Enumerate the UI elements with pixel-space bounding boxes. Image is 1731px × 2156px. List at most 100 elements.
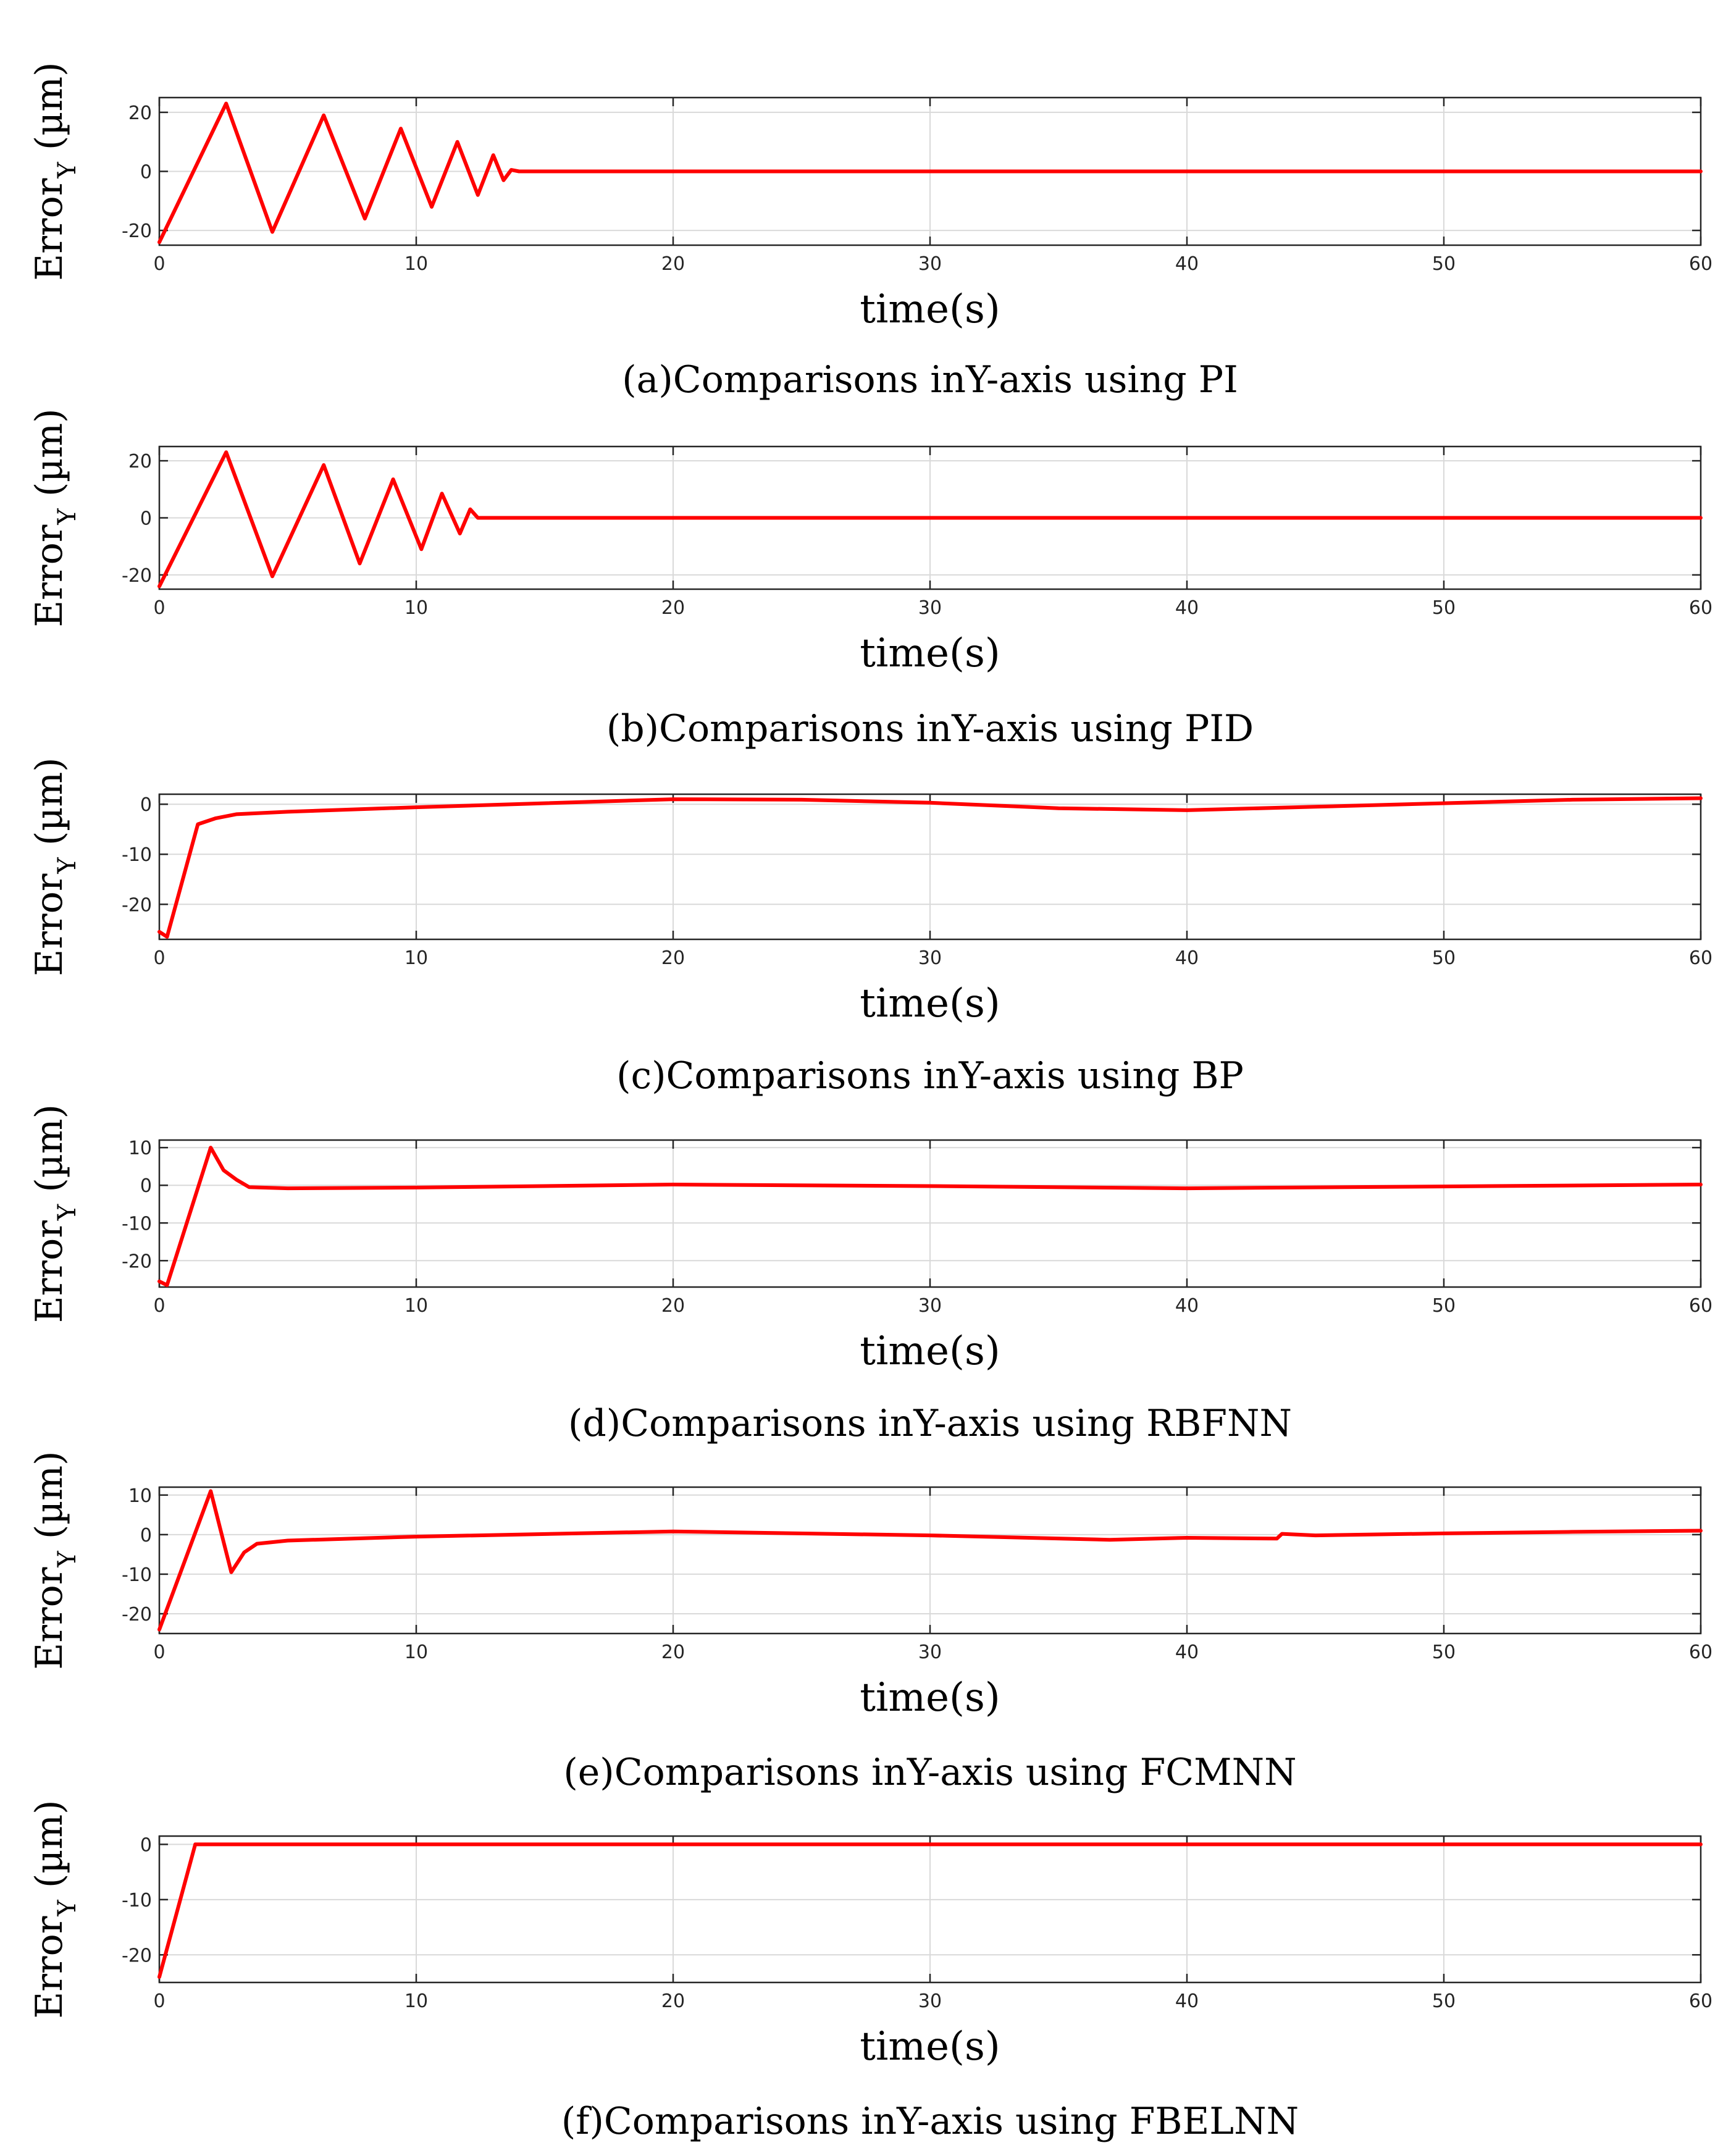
- chart-caption: (c)Comparisons inY-axis using BP: [616, 1054, 1244, 1097]
- x-tick-label: 20: [661, 1990, 685, 2012]
- x-tick-label: 60: [1689, 1642, 1712, 1663]
- x-tick-label: 30: [918, 947, 942, 969]
- series-line-error-y: [157, 1489, 1703, 1632]
- chart-caption: (f)Comparisons inY-axis using FBELNN: [561, 2100, 1299, 2143]
- y-axis-label-subscript: Y: [53, 1900, 82, 1917]
- y-axis-label: ErrorY (µm): [28, 408, 82, 627]
- series-line-error-y: [157, 101, 1703, 245]
- y-tick-label: 0: [140, 508, 152, 530]
- y-tick-label: -20: [122, 1945, 152, 1966]
- y-axis-label: ErrorY (µm): [28, 1800, 82, 2018]
- x-axis-label: time(s): [860, 1675, 1000, 1721]
- y-tick-label: -20: [122, 894, 152, 916]
- x-axis-label: time(s): [860, 2024, 1000, 2070]
- series-line-error-y: [157, 1842, 1703, 1979]
- x-tick-label: 60: [1689, 1990, 1712, 2012]
- y-tick-label: -10: [122, 1890, 152, 1911]
- x-tick-label: 20: [661, 1295, 685, 1317]
- x-tick-label: 30: [918, 1990, 942, 2012]
- x-axis-label: time(s): [860, 981, 1000, 1026]
- y-tick-label: -20: [122, 220, 152, 242]
- y-tick-label: -20: [122, 565, 152, 587]
- x-tick-label: 20: [661, 1642, 685, 1663]
- x-tick-label: 30: [918, 1642, 942, 1663]
- y-axis-label-unit: (µm): [28, 1800, 71, 1900]
- y-tick-label: 0: [140, 794, 152, 816]
- y-axis-label-subscript: Y: [53, 508, 82, 526]
- y-tick-label: 20: [128, 451, 152, 472]
- y-axis-label-main: Error: [28, 524, 71, 627]
- x-axis-label: time(s): [860, 1328, 1000, 1374]
- x-tick-label: 10: [404, 1990, 428, 2012]
- y-tick-label: -10: [122, 844, 152, 866]
- series-line-error-y: [157, 450, 1703, 589]
- y-axis-label-main: Error: [28, 1567, 71, 1669]
- x-tick-label: 30: [918, 1295, 942, 1317]
- y-axis-label-main: Error: [28, 178, 71, 280]
- y-axis-label: ErrorY (µm): [28, 757, 82, 976]
- y-axis-label-subscript: Y: [53, 857, 82, 875]
- chart-caption: (a)Comparisons inY-axis using PI: [622, 358, 1238, 401]
- y-tick-label: 20: [128, 103, 152, 124]
- y-axis-label-subscript: Y: [53, 162, 82, 179]
- x-tick-label: 60: [1689, 253, 1712, 275]
- x-tick-label: 10: [404, 947, 428, 969]
- x-tick-label: 30: [918, 253, 942, 275]
- x-tick-label: 40: [1175, 1642, 1199, 1663]
- y-axis-label: ErrorY (µm): [28, 1451, 82, 1669]
- x-tick-label: 50: [1432, 1295, 1456, 1317]
- x-axis-label: time(s): [860, 287, 1000, 332]
- y-axis-label-unit: (µm): [28, 408, 71, 508]
- chart-caption: (d)Comparisons inY-axis using RBFNN: [568, 1402, 1292, 1445]
- x-tick-label: 40: [1175, 947, 1199, 969]
- x-tick-label: 10: [404, 597, 428, 619]
- y-tick-label: 0: [140, 162, 152, 183]
- y-axis-label-unit: (µm): [28, 1451, 71, 1551]
- x-tick-label: 40: [1175, 597, 1199, 619]
- x-tick-label: 20: [661, 253, 685, 275]
- chart-caption: (e)Comparisons inY-axis using FCMNN: [563, 1751, 1296, 1794]
- x-tick-label: 20: [661, 947, 685, 969]
- x-tick-label: 50: [1432, 1642, 1456, 1663]
- y-axis-label-main: Error: [28, 1916, 71, 2018]
- y-tick-label: 0: [140, 1525, 152, 1546]
- x-tick-label: 0: [153, 253, 165, 275]
- x-axis-label: time(s): [860, 631, 1000, 676]
- y-tick-label: -10: [122, 1564, 152, 1586]
- y-axis-label-subscript: Y: [53, 1551, 82, 1568]
- x-tick-label: 50: [1432, 947, 1456, 969]
- y-tick-label: 10: [128, 1138, 152, 1159]
- x-tick-label: 10: [404, 1642, 428, 1663]
- y-axis-label-unit: (µm): [28, 1104, 71, 1204]
- x-tick-label: 50: [1432, 253, 1456, 275]
- x-tick-label: 10: [404, 253, 428, 275]
- y-axis-label-subscript: Y: [53, 1204, 82, 1221]
- x-tick-label: 0: [153, 597, 165, 619]
- series-line-error-y: [157, 796, 1703, 939]
- x-tick-label: 30: [918, 597, 942, 619]
- x-tick-label: 60: [1689, 947, 1712, 969]
- y-axis-label: ErrorY (µm): [28, 62, 82, 280]
- chart-e: 0 10 20 30 40 50 60 -20 -10 0 10 ErrorY (µm) time(s)…: [28, 1451, 1712, 1794]
- x-tick-label: 50: [1432, 597, 1456, 619]
- x-tick-label: 40: [1175, 253, 1199, 275]
- x-tick-label: 50: [1432, 1990, 1456, 2012]
- y-tick-label: 0: [140, 1175, 152, 1197]
- x-tick-label: 20: [661, 597, 685, 619]
- y-axis-label-main: Error: [28, 1220, 71, 1323]
- y-axis-label-unit: (µm): [28, 62, 71, 162]
- y-tick-label: -20: [122, 1604, 152, 1625]
- x-tick-label: 60: [1689, 597, 1712, 619]
- y-axis-label-unit: (µm): [28, 757, 71, 857]
- x-tick-label: 0: [153, 947, 165, 969]
- chart-d: 0 10 20 30 40 50 60 -20 -10 0 10 ErrorY (µm) time(s)…: [28, 1104, 1712, 1445]
- chart-f: 0 10 20 30 40 50 60 -20 -10 0 ErrorY (µm) time(s) (f…: [28, 1800, 1712, 2143]
- chart-c: 0 10 20 30 40 50 60 -20 -10 0 ErrorY (µm) time(s) (c…: [28, 757, 1712, 1097]
- x-tick-label: 40: [1175, 1990, 1199, 2012]
- y-tick-label: -20: [122, 1251, 152, 1272]
- y-tick-label: 10: [128, 1485, 152, 1507]
- x-tick-label: 40: [1175, 1295, 1199, 1317]
